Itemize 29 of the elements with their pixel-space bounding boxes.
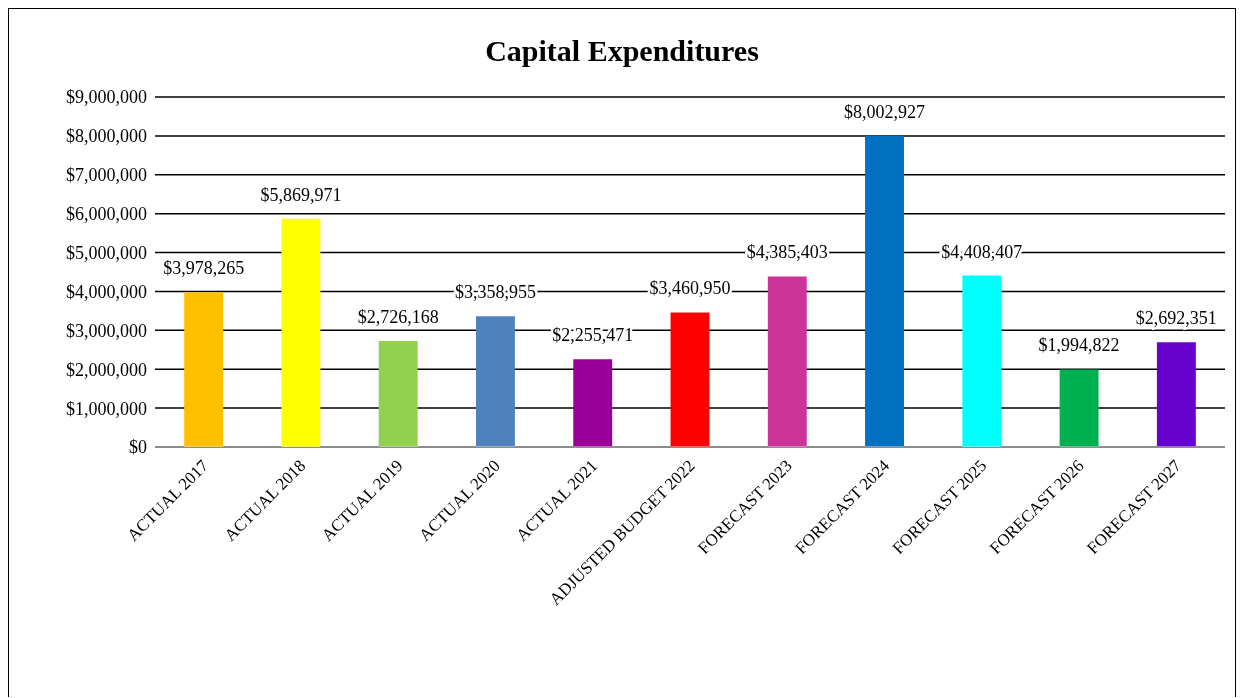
- y-tick-label: $5,000,000: [66, 242, 147, 263]
- y-tick-label: $2,000,000: [66, 359, 147, 380]
- data-label: $2,692,351: [1135, 308, 1217, 329]
- y-tick-label: $0: [129, 437, 147, 458]
- y-tick-label: $3,000,000: [66, 320, 147, 341]
- data-label: $5,869,971: [260, 184, 342, 205]
- y-tick-label: $1,000,000: [66, 398, 147, 419]
- y-tick-label: $4,000,000: [66, 281, 147, 302]
- bar: [1156, 342, 1196, 447]
- bar: [281, 218, 321, 447]
- data-label: $8,002,927: [844, 101, 926, 122]
- data-label: $2,255,471: [552, 325, 634, 346]
- bar: [378, 340, 418, 447]
- bar: [962, 275, 1002, 447]
- chart-title: Capital Expenditures: [484, 33, 760, 67]
- data-label: $2,726,168: [357, 306, 439, 327]
- y-tick-label: $7,000,000: [66, 165, 147, 186]
- bar: [184, 292, 224, 447]
- bar: [767, 276, 807, 447]
- data-label: $3,978,265: [163, 258, 245, 279]
- y-tick-label: $6,000,000: [66, 204, 147, 225]
- bar: [865, 135, 904, 447]
- bar: [573, 359, 613, 447]
- y-tick-label: $9,000,000: [66, 87, 147, 108]
- data-label: $1,994,822: [1038, 335, 1120, 356]
- bar: [1059, 369, 1099, 447]
- bar: [476, 316, 515, 447]
- bar: [670, 312, 710, 447]
- y-tick-label: $8,000,000: [66, 126, 147, 147]
